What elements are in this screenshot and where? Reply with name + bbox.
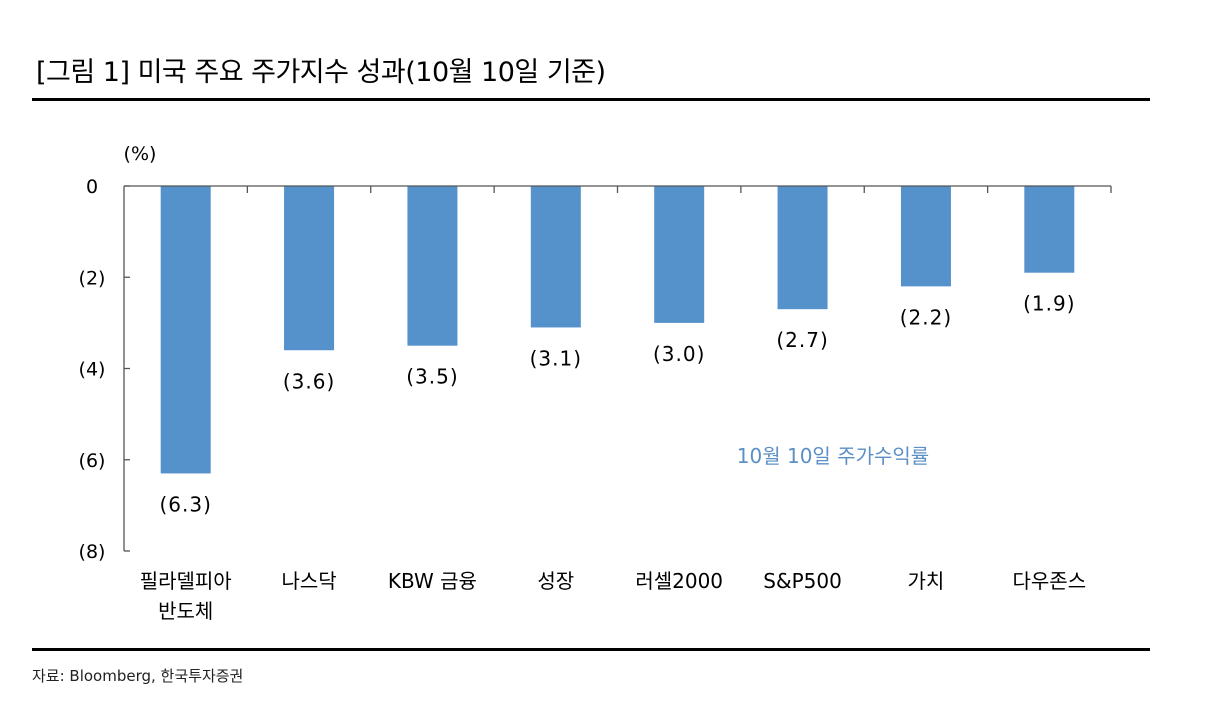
x-axis-ticks xyxy=(246,186,1112,193)
x-tick-label: 나스닥 xyxy=(281,569,336,593)
bar xyxy=(777,186,828,310)
bar xyxy=(654,186,705,323)
data-label: (2.7) xyxy=(776,328,828,352)
y-tick-label: (4) xyxy=(79,359,106,381)
figure-title: [그림 1] 미국 주요 주가지수 성과(10월 10일 기준) xyxy=(36,57,606,88)
data-label: (3.6) xyxy=(283,369,335,393)
top-rule xyxy=(32,98,1150,101)
data-labels: (6.3) (3.6) (3.5) (3.1) (3.0) (2.7) (2.2) (1.9) xyxy=(159,292,1075,517)
y-axis-ticks: 0 (2) (4) (6) (8) xyxy=(79,176,130,563)
x-tick-label: 러셀2000 xyxy=(635,569,723,593)
series-annotation: 10월 10일 주가수익률 xyxy=(737,444,929,468)
x-tick-label: KBW 금융 xyxy=(388,569,477,593)
x-tick-label: 반도체 xyxy=(158,599,213,623)
data-label: (6.3) xyxy=(159,492,211,516)
bar xyxy=(160,186,211,474)
bar xyxy=(407,186,458,346)
bar xyxy=(284,186,335,351)
data-label: (3.1) xyxy=(530,346,582,370)
y-axis-unit-label: (%) xyxy=(124,143,157,165)
data-label: (2.2) xyxy=(900,305,952,329)
bottom-rule xyxy=(32,648,1150,651)
bar xyxy=(900,186,951,287)
data-label: (3.5) xyxy=(406,365,458,389)
bar xyxy=(530,186,581,328)
x-tick-label: S&P500 xyxy=(763,569,842,593)
data-label: (1.9) xyxy=(1023,292,1075,316)
x-tick-label: 다우존스 xyxy=(1013,569,1087,593)
y-tick-label: (2) xyxy=(79,267,106,289)
data-label: (3.0) xyxy=(653,342,705,366)
y-tick-label: 0 xyxy=(86,176,98,198)
bars xyxy=(160,186,1075,474)
x-tick-label: 필라델피아 xyxy=(140,569,232,593)
bar xyxy=(1024,186,1075,273)
y-tick-label: (8) xyxy=(79,541,106,563)
x-tick-label: 성장 xyxy=(537,569,574,593)
source-note: 자료: Bloomberg, 한국투자증권 xyxy=(32,667,244,685)
x-tick-label: 가치 xyxy=(908,569,945,593)
y-tick-label: (6) xyxy=(79,450,106,472)
